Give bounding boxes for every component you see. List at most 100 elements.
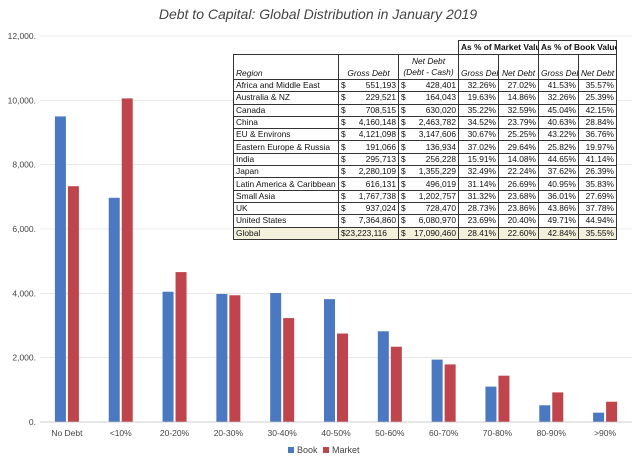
cell-mv-gross: 31.32% xyxy=(458,189,499,203)
gross-debt-amount: 1,767,738 xyxy=(358,190,396,201)
net-debt-amount: 256,228 xyxy=(425,153,456,164)
bar-market xyxy=(283,318,295,422)
bar-market xyxy=(552,392,564,422)
bar-book xyxy=(539,405,551,422)
column-header-bv-net: Net Debt xyxy=(578,54,617,80)
gross-debt-amount: 2,280,109 xyxy=(358,166,396,177)
x-tick-label: >90% xyxy=(594,428,616,438)
x-tick-label: 20-30% xyxy=(214,428,244,438)
x-tick-label: <10% xyxy=(110,428,132,438)
gross-debt-value: $708,515 xyxy=(341,104,396,115)
gross-debt-value: $551,193 xyxy=(341,80,396,91)
currency-sign: $ xyxy=(341,104,346,115)
y-tick-label: 6,000. xyxy=(12,224,36,234)
table-row: Australia & NZ $229,521 $164,043 19.63% 14.8… xyxy=(233,91,617,105)
cell-bv-net: 37.78% xyxy=(578,201,617,216)
bar-market xyxy=(175,272,187,422)
bar-series xyxy=(54,98,618,423)
bar-book xyxy=(324,299,335,422)
y-tick-label: 10,000. xyxy=(8,95,36,105)
cell-net-debt: $630,020 xyxy=(398,103,459,117)
legend-label-book: Book xyxy=(297,445,318,455)
cell-net-debt: $3,147,606 xyxy=(398,128,459,142)
gross-debt-value: $295,713 xyxy=(341,153,396,164)
cell-mv-gross: 23.69% xyxy=(458,214,499,228)
currency-sign: $ xyxy=(341,166,346,177)
legend-label-market: Market xyxy=(332,445,360,455)
cell-bv-net: 41.14% xyxy=(578,152,617,167)
cell-mv-net: 29.64% xyxy=(498,140,539,154)
regional-debt-table: As % of Market Value As % of Book Value … xyxy=(233,40,617,240)
cell-region: India xyxy=(233,152,339,167)
table-row: China $4,160,148 $2,463,782 34.52% 23.79% 40.… xyxy=(233,115,617,130)
cell-bv-gross: 25.82% xyxy=(538,140,579,154)
gross-debt-value: $23,223,116 xyxy=(341,228,396,238)
bar-market xyxy=(337,333,348,422)
net-debt-amount: 1,355,229 xyxy=(418,166,456,177)
cell-bv-gross: 43.86% xyxy=(538,201,579,216)
cell-bv-gross: 37.62% xyxy=(538,165,579,179)
cell-bv-net: 19.97% xyxy=(578,140,617,154)
cell-bv-net: 42.15% xyxy=(578,103,617,117)
cell-bv-gross: 45.04% xyxy=(538,103,579,117)
table-column-header-row: Region Gross Debt Net Debt (Debt - Cash)… xyxy=(233,54,617,80)
x-tick-label: 60-70% xyxy=(429,428,459,438)
cell-bv-gross: 41.53% xyxy=(538,78,579,93)
table-row-global: Global $23,223,116 $17,090,460 28.41% 22.60%… xyxy=(233,226,617,240)
column-header-net-debt-line1: Net Debt xyxy=(411,56,446,66)
y-tick-label: 2,000. xyxy=(12,353,36,363)
net-debt-value: $630,020 xyxy=(401,104,456,115)
cell-bv-gross: 40.63% xyxy=(538,115,579,130)
cell-gross-debt: $616,131 xyxy=(338,177,399,191)
cell-gross-debt: $7,364,860 xyxy=(338,214,399,228)
cell-net-debt: $17,090,460 xyxy=(398,226,459,240)
table-row: Small Asia $1,767,738 $1,202,757 31.32% 23.6… xyxy=(233,189,617,203)
x-tick-label: 40-50% xyxy=(321,428,351,438)
gross-debt-value: $616,131 xyxy=(341,179,396,189)
cell-gross-debt: $23,223,116 xyxy=(338,226,399,240)
cell-region: UK xyxy=(233,201,339,216)
cell-bv-gross: 44.65% xyxy=(538,152,579,167)
gross-debt-amount: 191,066 xyxy=(365,141,396,152)
net-debt-value: $3,147,606 xyxy=(401,130,456,140)
column-header-mv-gross: Gross Debt xyxy=(458,54,499,80)
currency-sign: $ xyxy=(341,129,346,140)
table-row: Canada $708,515 $630,020 35.22% 32.59% 45.04%… xyxy=(233,103,617,117)
currency-sign: $ xyxy=(341,141,346,152)
gross-debt-amount: 295,713 xyxy=(365,153,396,164)
net-debt-amount: 728,470 xyxy=(425,203,456,214)
bar-book xyxy=(485,386,497,422)
cell-mv-gross: 37.02% xyxy=(458,140,499,154)
currency-sign: $ xyxy=(401,190,406,201)
bar-market xyxy=(606,401,618,422)
net-debt-amount: 1,202,757 xyxy=(418,190,456,201)
cell-mv-net: 20.40% xyxy=(498,214,539,228)
net-debt-value: $6,080,970 xyxy=(401,216,456,226)
cell-gross-debt: $708,515 xyxy=(338,103,399,117)
cell-bv-net: 44.94% xyxy=(578,214,617,228)
currency-sign: $ xyxy=(341,190,346,201)
book-value-group-header: As % of Book Value xyxy=(538,40,617,55)
bar-book xyxy=(593,412,605,422)
cell-bv-net: 26.39% xyxy=(578,165,617,179)
cell-gross-debt: $4,121,098 xyxy=(338,128,399,142)
cell-region: Australia & NZ xyxy=(233,91,339,105)
currency-sign: $ xyxy=(401,80,406,91)
gross-debt-amount: 551,193 xyxy=(365,80,396,91)
cell-bv-net: 35.55% xyxy=(578,226,617,240)
currency-sign: $ xyxy=(341,153,346,164)
cell-region: China xyxy=(233,115,339,130)
gross-debt-value: $1,767,738 xyxy=(341,190,396,201)
chart-title: Debt to Capital: Global Distribution in … xyxy=(159,6,478,22)
cell-mv-net: 14.86% xyxy=(498,91,539,105)
currency-sign: $ xyxy=(341,92,346,103)
gross-debt-amount: 937,024 xyxy=(365,203,396,214)
legend-swatch-market xyxy=(323,447,329,453)
cell-bv-net: 36.76% xyxy=(578,128,617,142)
bar-book xyxy=(270,293,282,422)
currency-sign: $ xyxy=(401,92,406,103)
cell-region: Latin America & Caribbean xyxy=(233,177,339,191)
currency-sign: $ xyxy=(341,215,346,226)
net-debt-amount: 630,020 xyxy=(425,104,456,115)
